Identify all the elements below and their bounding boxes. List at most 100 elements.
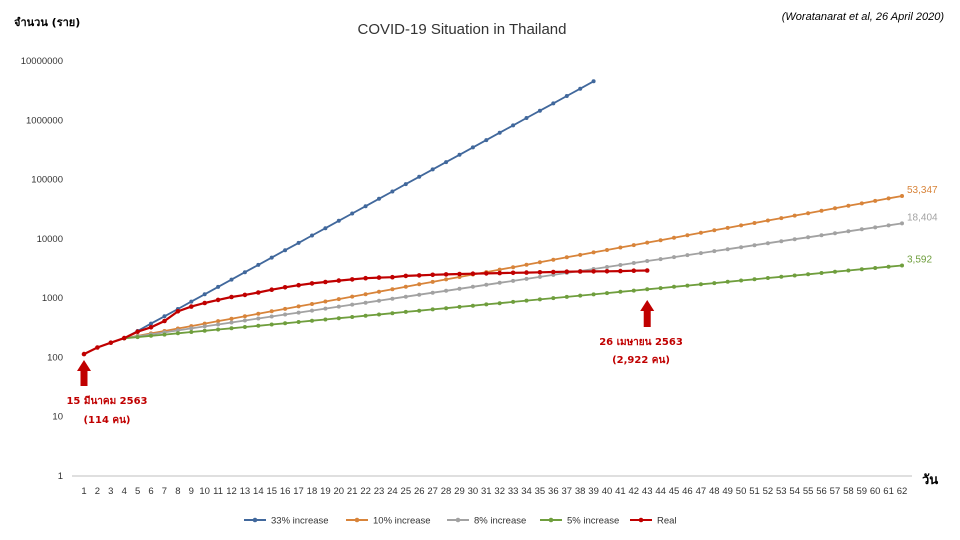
data-point	[779, 274, 784, 279]
data-point	[229, 320, 234, 325]
data-point	[712, 281, 717, 286]
data-point	[537, 270, 543, 275]
legend-label: 10% increase	[373, 516, 431, 527]
data-point	[752, 277, 757, 282]
data-point	[202, 292, 207, 297]
data-point	[283, 321, 288, 326]
data-point	[685, 283, 690, 288]
x-tick-label: 26	[414, 486, 425, 497]
data-point	[712, 228, 717, 233]
series-4	[122, 263, 904, 341]
data-point	[564, 255, 569, 260]
data-point	[605, 265, 609, 269]
data-point	[524, 298, 529, 303]
data-point	[819, 271, 824, 275]
data-point	[444, 277, 449, 282]
data-point	[269, 314, 274, 319]
data-point	[779, 216, 784, 221]
data-point	[470, 271, 476, 277]
data-point	[685, 253, 690, 258]
series-end-label: 18,404	[907, 212, 938, 223]
y-tick-label: 10	[52, 412, 63, 423]
data-point	[336, 316, 341, 321]
data-point	[833, 269, 837, 274]
data-point	[377, 312, 381, 317]
data-point	[457, 152, 462, 157]
data-point	[444, 288, 449, 293]
data-point	[296, 282, 301, 288]
data-point	[658, 238, 663, 243]
data-point	[417, 282, 422, 287]
y-tick-label: 100	[47, 352, 63, 363]
data-point	[336, 297, 341, 302]
data-point	[806, 235, 811, 240]
data-point	[672, 255, 676, 260]
legend: 33% increase 10% increase 8% increase 5% in…	[244, 516, 677, 527]
data-point	[873, 198, 878, 203]
data-point	[430, 279, 435, 284]
x-tick-label: 62	[897, 486, 908, 497]
chart-citation: (Woratanarat et al, 26 April 2020)	[782, 11, 945, 23]
x-tick-label: 50	[736, 486, 747, 497]
data-point	[269, 255, 274, 260]
x-tick-labels: 1 2 3 4 5 6 7 8 9 10 11 12 13 14 15 16 17 18 19 20 21 22 23 24 2…	[81, 486, 907, 497]
data-point	[859, 227, 864, 232]
data-point	[457, 304, 462, 309]
x-tick-label: 40	[602, 486, 613, 497]
data-point	[283, 312, 288, 317]
x-tick-label: 4	[122, 486, 127, 497]
x-tick-label: 32	[494, 486, 505, 497]
data-point	[725, 225, 730, 230]
data-point	[216, 319, 221, 324]
x-tick-label: 21	[347, 486, 358, 497]
data-point	[591, 250, 596, 255]
data-point	[457, 271, 462, 277]
y-tick-label: 10000000	[21, 56, 63, 67]
data-point	[806, 211, 811, 216]
data-point	[202, 321, 207, 326]
legend-item: 33% increase	[244, 516, 329, 527]
data-point	[524, 116, 529, 120]
data-point	[537, 274, 542, 279]
data-point	[296, 240, 301, 245]
x-tick-label: 20	[333, 486, 344, 497]
data-point	[189, 330, 194, 334]
data-point	[443, 272, 449, 277]
x-tick-label: 43	[642, 486, 653, 497]
x-tick-label: 17	[293, 486, 304, 497]
data-point	[417, 174, 422, 179]
data-point	[618, 245, 623, 250]
data-point	[377, 298, 381, 303]
x-tick-label: 37	[561, 486, 572, 497]
x-tick-label: 30	[468, 486, 479, 497]
data-point	[631, 288, 636, 293]
data-point	[350, 315, 355, 319]
x-tick-label: 52	[763, 486, 774, 497]
data-point	[256, 316, 261, 321]
data-point	[779, 239, 784, 244]
x-tick-label: 31	[481, 486, 492, 497]
x-tick-label: 35	[535, 486, 546, 497]
data-point	[189, 299, 194, 304]
data-point	[537, 297, 542, 302]
data-point	[900, 194, 904, 198]
data-point	[242, 292, 248, 298]
x-tick-label: 9	[189, 486, 194, 497]
legend-label: 33% increase	[271, 516, 329, 527]
data-point	[363, 313, 368, 318]
data-point	[551, 269, 556, 275]
data-point	[403, 182, 408, 187]
data-point	[511, 299, 516, 304]
chart-title: COVID-19 Situation in Thailand	[357, 21, 566, 38]
data-point	[524, 262, 529, 267]
data-point	[309, 281, 315, 286]
data-point	[175, 331, 180, 336]
data-point	[470, 145, 475, 150]
legend-swatch-marker	[455, 517, 461, 523]
x-tick-label: 34	[521, 486, 532, 497]
data-point	[672, 284, 676, 289]
data-point	[833, 231, 837, 236]
x-tick-label: 48	[709, 486, 720, 497]
x-tick-label: 15	[266, 486, 277, 497]
x-axis-label: วัน	[922, 473, 938, 488]
